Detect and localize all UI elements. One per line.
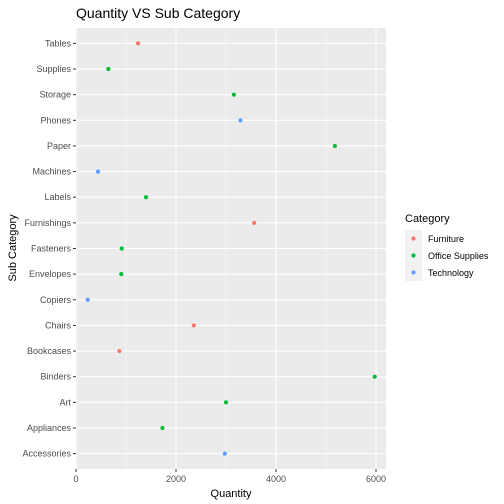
point-technology: [222, 451, 227, 456]
chart-title: Quantity VS Sub Category: [76, 5, 240, 21]
y-tick-label: Art: [59, 397, 71, 407]
point-furniture: [252, 220, 257, 225]
legend-label: Technology: [428, 268, 474, 278]
point-technology: [238, 118, 243, 123]
point-furniture: [117, 348, 122, 354]
point-office-supplies: [106, 66, 111, 72]
point-office-supplies: [160, 425, 165, 431]
y-tick-label: Paper: [47, 141, 71, 151]
point-office-supplies: [332, 143, 337, 149]
point-technology: [85, 297, 90, 302]
y-tick-label: Storage: [39, 90, 71, 100]
point-technology: [95, 169, 101, 174]
y-tick-label: Phones: [40, 115, 71, 125]
legend-title: Category: [405, 213, 450, 225]
y-tick-label: Binders: [40, 372, 71, 382]
point-furniture: [191, 323, 196, 328]
y-tick-label: Tables: [45, 38, 72, 48]
y-tick-label: Machines: [32, 167, 71, 177]
legend-marker: [411, 236, 416, 241]
legend-label: Furniture: [428, 234, 464, 244]
point-office-supplies: [372, 374, 377, 379]
x-tick-label: 6000: [366, 474, 386, 484]
point-office-supplies: [223, 400, 229, 405]
point-office-supplies: [119, 272, 124, 277]
y-tick-label: Furnishings: [24, 218, 71, 228]
y-tick-label: Accessories: [22, 449, 71, 459]
y-axis-title: Sub Category: [7, 214, 19, 282]
y-axis: Accessories Appliances Art Binders Bookcases…: [22, 38, 76, 459]
legend-marker: [411, 270, 416, 275]
y-tick-label: Bookcases: [27, 346, 72, 356]
x-axis: 0 2000 4000 6000: [73, 469, 386, 484]
x-tick-label: 4000: [266, 474, 286, 484]
x-axis-title: Quantity: [211, 488, 252, 500]
point-office-supplies: [119, 246, 124, 251]
y-tick-label: Envelopes: [29, 269, 72, 279]
point-office-supplies: [143, 195, 149, 200]
x-tick-label: 2000: [166, 474, 186, 484]
point-furniture: [135, 41, 141, 46]
x-tick-label: 0: [73, 474, 78, 484]
legend-marker: [411, 253, 416, 258]
point-office-supplies: [231, 92, 236, 97]
y-tick-label: Labels: [44, 192, 71, 202]
y-tick-label: Copiers: [40, 295, 72, 305]
y-tick-label: Fasteners: [31, 244, 72, 254]
y-tick-label: Supplies: [36, 64, 71, 74]
y-tick-label: Chairs: [45, 320, 72, 330]
legend: Category Furniture Office Supplies Technol…: [405, 213, 489, 281]
y-tick-label: Appliances: [27, 423, 72, 433]
legend-label: Office Supplies: [428, 251, 489, 261]
data-points: [85, 41, 377, 456]
